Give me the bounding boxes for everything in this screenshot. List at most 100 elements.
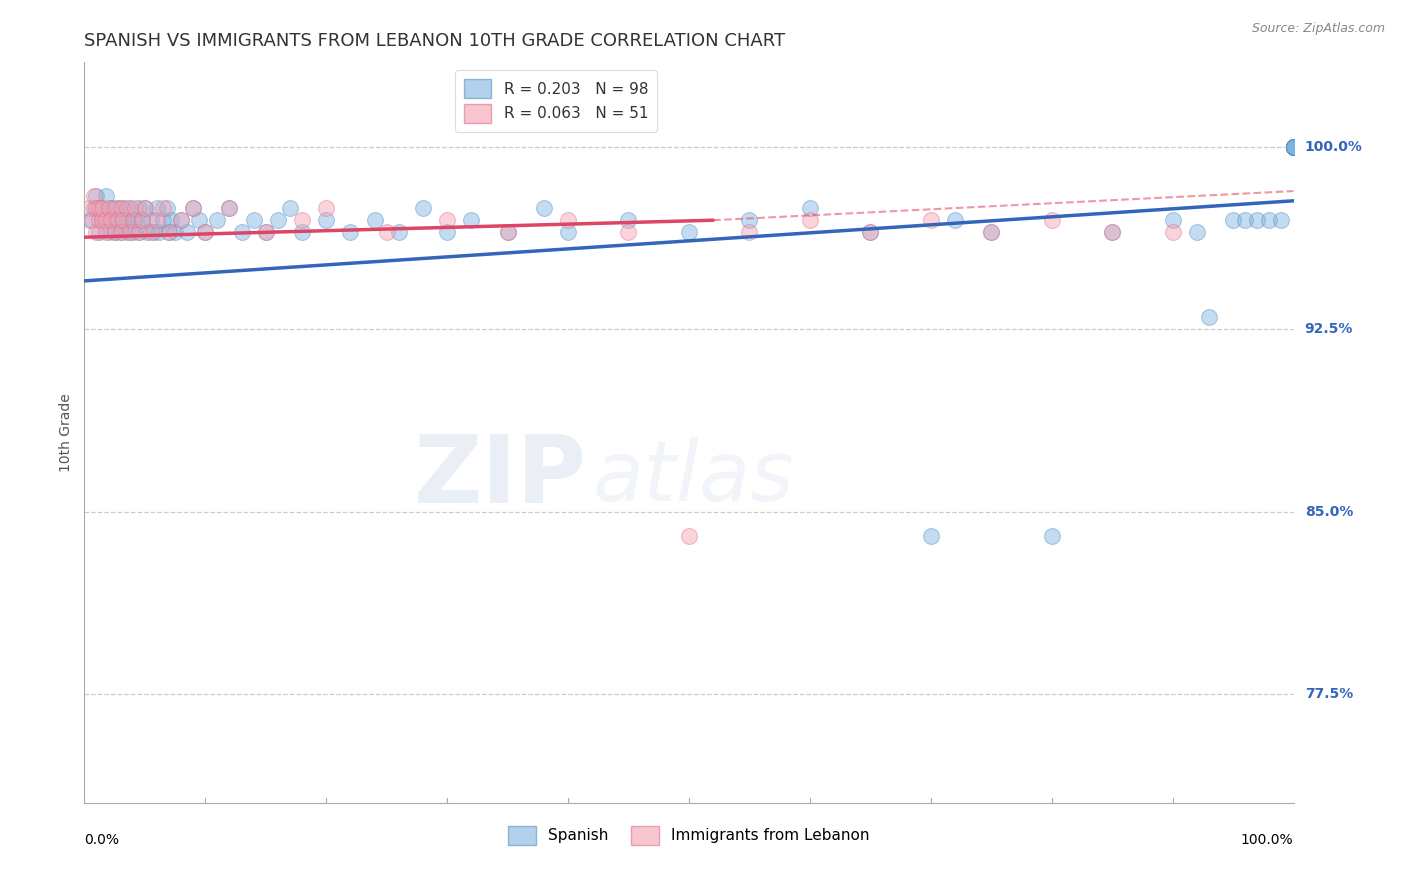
Legend: Spanish, Immigrants from Lebanon: Spanish, Immigrants from Lebanon (502, 820, 876, 851)
Point (363, 213, 385, 227)
Point (1101, 225, 1123, 239)
Point (148, 225, 170, 239)
Point (110, 201, 132, 215)
Text: SPANISH VS IMMIGRANTS FROM LEBANON 10TH GRADE CORRELATION CHART: SPANISH VS IMMIGRANTS FROM LEBANON 10TH … (84, 32, 786, 50)
Point (242, 213, 264, 227)
Point (87, 201, 110, 215)
Point (94, 225, 117, 239)
Point (110, 225, 132, 239)
Point (1282, 140, 1305, 154)
Point (143, 225, 166, 239)
Point (131, 213, 153, 227)
Point (86, 189, 108, 203)
Point (80, 213, 103, 227)
Point (218, 201, 240, 215)
Point (1161, 213, 1184, 227)
Text: 100.0%: 100.0% (1305, 140, 1362, 154)
Point (97, 225, 120, 239)
Point (86, 225, 108, 239)
Point (165, 225, 187, 239)
Point (120, 201, 142, 215)
Point (254, 225, 277, 239)
Point (1040, 529, 1063, 543)
Point (859, 225, 882, 239)
Point (557, 213, 579, 227)
Point (121, 213, 143, 227)
Point (107, 213, 129, 227)
Point (1198, 310, 1220, 325)
Point (83, 189, 105, 203)
Point (104, 201, 127, 215)
Point (799, 201, 821, 215)
Point (617, 213, 640, 227)
Point (139, 225, 162, 239)
Point (799, 213, 821, 227)
Point (1185, 225, 1208, 239)
Point (110, 213, 132, 227)
Point (176, 225, 198, 239)
Point (496, 225, 519, 239)
Point (1282, 140, 1305, 154)
Point (139, 213, 162, 227)
Point (375, 225, 398, 239)
Point (1282, 140, 1305, 154)
Point (91, 213, 114, 227)
Text: Source: ZipAtlas.com: Source: ZipAtlas.com (1251, 22, 1385, 36)
Point (388, 225, 411, 239)
Point (97, 201, 120, 215)
Point (1101, 225, 1123, 239)
Point (738, 225, 761, 239)
Point (1040, 213, 1063, 227)
Point (188, 213, 211, 227)
Point (170, 213, 193, 227)
Point (1222, 213, 1244, 227)
Y-axis label: 10th Grade: 10th Grade (59, 393, 73, 472)
Point (315, 213, 337, 227)
Point (1282, 140, 1305, 154)
Point (87, 225, 110, 239)
Point (1282, 140, 1305, 154)
Point (980, 225, 1002, 239)
Point (231, 225, 253, 239)
Point (115, 201, 138, 215)
Point (1270, 213, 1292, 227)
Point (412, 201, 434, 215)
Point (160, 213, 183, 227)
Text: ZIP: ZIP (413, 431, 586, 523)
Point (920, 529, 942, 543)
Point (1282, 140, 1305, 154)
Point (339, 225, 361, 239)
Point (124, 213, 146, 227)
Point (136, 225, 159, 239)
Point (207, 213, 229, 227)
Point (1282, 140, 1305, 154)
Point (1282, 140, 1305, 154)
Point (1282, 140, 1305, 154)
Point (94, 213, 117, 227)
Point (121, 213, 143, 227)
Point (267, 213, 290, 227)
Point (1161, 225, 1184, 239)
Point (1246, 213, 1268, 227)
Point (460, 213, 482, 227)
Point (104, 225, 127, 239)
Point (112, 201, 135, 215)
Point (738, 213, 761, 227)
Point (146, 201, 169, 215)
Point (112, 213, 135, 227)
Point (1234, 213, 1257, 227)
Point (157, 225, 180, 239)
Point (1282, 140, 1305, 154)
Point (155, 201, 177, 215)
Point (86, 201, 108, 215)
Point (218, 201, 240, 215)
Point (1258, 213, 1281, 227)
Point (1282, 140, 1305, 154)
Point (315, 201, 337, 215)
Point (152, 201, 174, 215)
Point (87, 213, 110, 227)
Point (131, 213, 153, 227)
Point (859, 225, 882, 239)
Point (157, 225, 180, 239)
Point (91, 213, 114, 227)
